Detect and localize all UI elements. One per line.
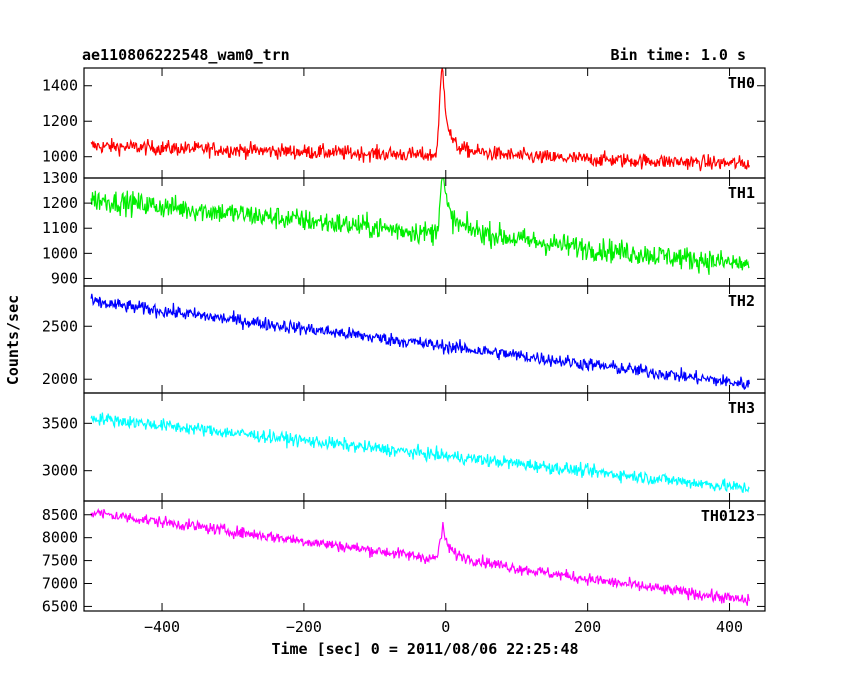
y-tick-label: 1000 xyxy=(42,244,78,262)
y-tick-label: 1200 xyxy=(42,112,78,130)
series-th1 xyxy=(90,177,750,275)
panel-th0: 1000 1200 1400 TH0 xyxy=(42,67,766,179)
panel-label-th2: TH2 xyxy=(728,292,755,310)
y-tick-label: 3000 xyxy=(42,462,78,480)
y-tick-label: 1400 xyxy=(42,77,78,95)
panel-th1: 900 1000 1100 1200 1300 TH1 xyxy=(42,169,766,287)
y-tick-label: 8500 xyxy=(42,506,78,524)
x-tick-label: 0 xyxy=(441,618,450,636)
series-th2 xyxy=(90,293,750,391)
y-axis-title: Counts/sec xyxy=(4,295,22,385)
x-tick-label: −200 xyxy=(286,618,322,636)
y-tick-label: 1100 xyxy=(42,219,78,237)
panel-th3: 3000 3500 TH3 xyxy=(42,392,766,502)
series-th3 xyxy=(90,412,750,494)
y-tick-label: 1300 xyxy=(42,169,78,187)
panel-frame xyxy=(83,392,766,502)
panel-label-th0123: TH0123 xyxy=(701,507,755,525)
chart-title: ae110806222548_wam0_trn xyxy=(82,46,290,64)
y-tick-label: 2000 xyxy=(42,370,78,388)
series-th0 xyxy=(90,67,750,172)
y-tick-label: 6500 xyxy=(42,597,78,615)
x-tick-label: 400 xyxy=(716,618,743,636)
y-tick-label: 2500 xyxy=(42,317,78,335)
x-tick-label: 200 xyxy=(574,618,601,636)
panel-th0123: 6500 7000 7500 8000 8500 TH0123 xyxy=(42,500,766,615)
y-tick-label: 7000 xyxy=(42,575,78,593)
x-tick-label: −400 xyxy=(144,618,180,636)
panel-label-th1: TH1 xyxy=(728,184,755,202)
bin-time-label: Bin time: 1.0 s xyxy=(611,46,746,64)
y-tick-label: 7500 xyxy=(42,552,78,570)
panel-label-th0: TH0 xyxy=(728,74,755,92)
y-tick-label: 8000 xyxy=(42,529,78,547)
panel-th2: 2000 2500 TH2 xyxy=(42,285,766,394)
panel-frame xyxy=(83,500,766,612)
panel-label-th3: TH3 xyxy=(728,399,755,417)
panel-frame xyxy=(83,285,766,394)
panels-group: 1000 1200 1400 TH0 900 1000 1100 1200 1300 TH1 200… xyxy=(42,67,766,615)
x-axis: −400 −200 0 200 400 xyxy=(144,618,743,636)
y-tick-label: 900 xyxy=(51,269,78,287)
y-tick-label: 1000 xyxy=(42,148,78,166)
series-th0123 xyxy=(90,507,750,606)
y-tick-label: 1200 xyxy=(42,194,78,212)
y-tick-label: 3500 xyxy=(42,414,78,432)
x-axis-title: Time [sec] 0 = 2011/08/06 22:25:48 xyxy=(271,640,578,658)
